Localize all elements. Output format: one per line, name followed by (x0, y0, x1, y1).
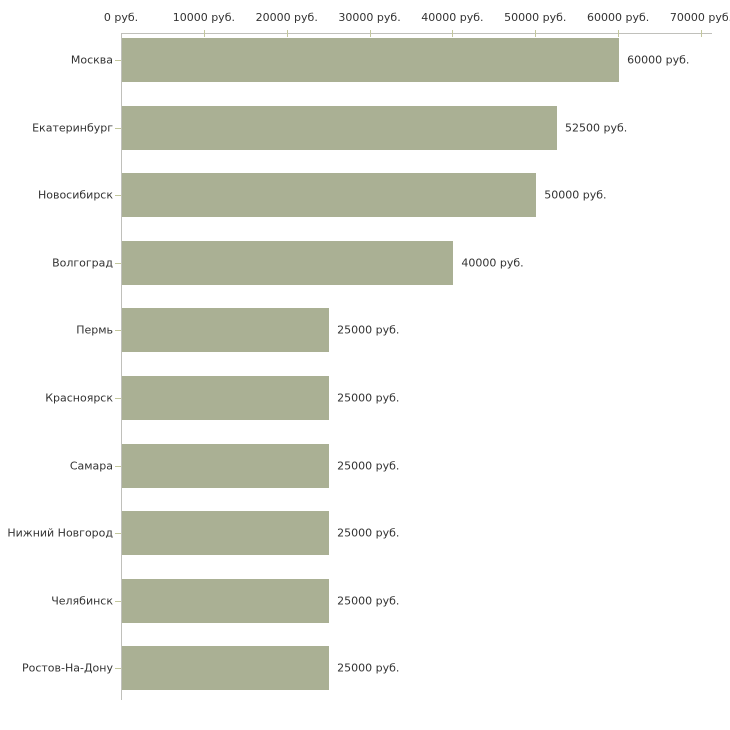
category-label: Екатеринбург (32, 121, 113, 135)
category-tick (115, 262, 121, 264)
value-label: 50000 руб. (544, 188, 607, 202)
category-label: Ростов-На-Дону (21, 661, 113, 675)
bar (122, 173, 537, 218)
category-label: Новосибирск (37, 188, 113, 202)
value-label: 25000 руб. (337, 323, 400, 337)
value-label: 25000 руб. (337, 526, 400, 540)
bar (122, 443, 330, 488)
x-axis-tick (369, 30, 371, 37)
category-label: Красноярск (45, 391, 113, 405)
bar (122, 511, 330, 556)
value-label: 25000 руб. (337, 391, 400, 405)
category-label: Самара (69, 459, 113, 473)
bar (122, 38, 620, 82)
x-axis-tick (203, 30, 205, 37)
value-label: 52500 руб. (565, 121, 628, 135)
bar (122, 646, 330, 691)
bar (122, 376, 330, 420)
x-axis-tick-label: 60000 руб. (587, 11, 650, 24)
x-axis-tick (701, 30, 702, 37)
x-axis-tick-label: 50000 руб. (504, 11, 567, 24)
x-axis-tick-label: 0 руб. (103, 11, 139, 24)
category-tick (115, 668, 121, 670)
x-axis-line (121, 33, 712, 34)
bar (122, 240, 454, 285)
x-axis-tick (452, 30, 454, 37)
bar (122, 105, 557, 150)
category-tick (115, 330, 121, 332)
x-axis-tick (618, 30, 620, 37)
category-tick (115, 533, 121, 535)
y-axis-line (121, 33, 122, 700)
category-label: Пермь (76, 323, 113, 337)
x-axis-tick-label: 30000 руб. (338, 11, 401, 24)
value-label: 25000 руб. (337, 661, 400, 675)
category-tick (115, 465, 121, 467)
category-tick (115, 398, 121, 399)
category-label: Нижний Новгород (7, 526, 113, 540)
category-label: Челябинск (51, 594, 113, 608)
value-label: 40000 руб. (461, 256, 524, 270)
category-tick (115, 195, 121, 197)
category-label: Волгоград (52, 256, 113, 270)
category-tick (115, 60, 121, 61)
category-tick (115, 127, 121, 129)
value-label: 60000 руб. (627, 53, 690, 67)
x-axis-tick-label: 70000 руб. (669, 11, 730, 24)
x-axis-tick (286, 30, 288, 37)
bar (122, 308, 330, 353)
bar (122, 578, 330, 623)
category-label: Москва (70, 53, 113, 67)
value-label: 25000 руб. (337, 459, 400, 473)
category-tick (115, 600, 121, 602)
x-axis-tick-label: 20000 руб. (255, 11, 318, 24)
x-axis-tick (535, 30, 537, 37)
x-axis-tick-label: 10000 руб. (172, 11, 235, 24)
value-label: 25000 руб. (337, 594, 400, 608)
x-axis-tick-label: 40000 руб. (421, 11, 484, 24)
